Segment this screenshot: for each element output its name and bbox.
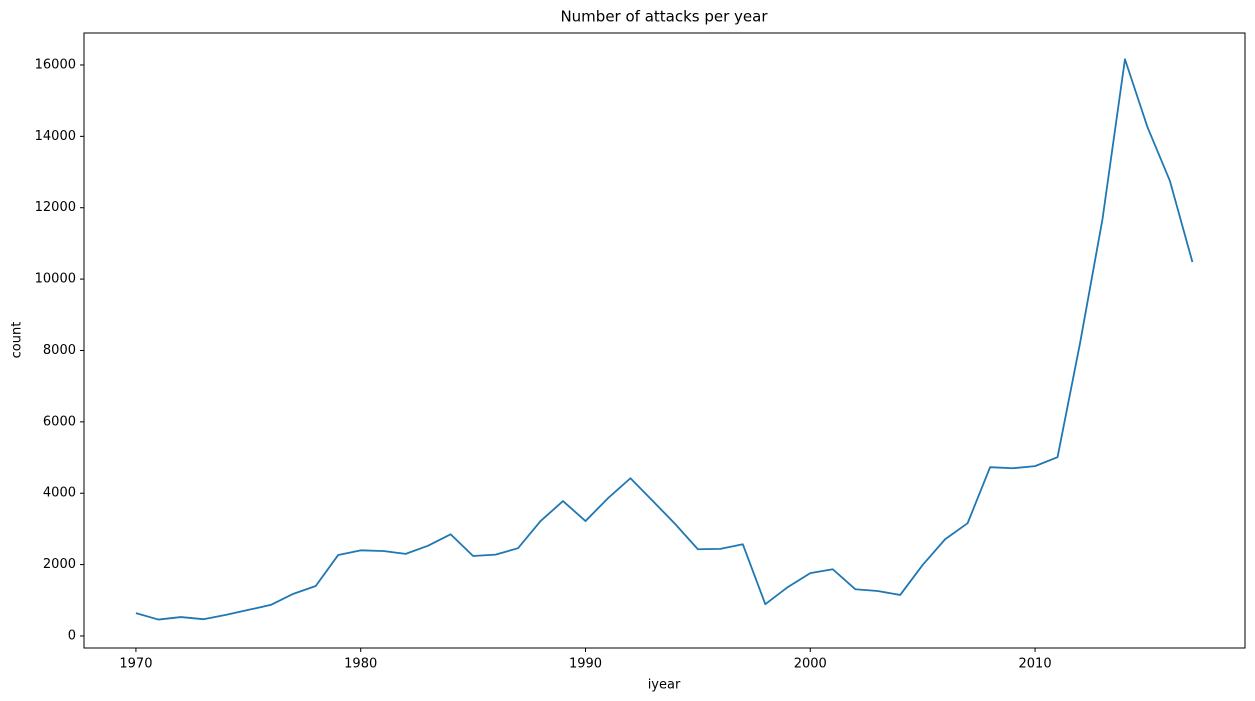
x-tick-label: 2010 [1019,657,1052,672]
data-line [135,58,1194,621]
y-tick-label: 16000 [35,57,76,72]
y-tick-label: 10000 [35,272,76,287]
y-tick-label: 8000 [43,343,76,358]
y-tick-label: 2000 [43,557,76,572]
chart-title: Number of attacks per year [560,8,768,26]
y-tick-label: 6000 [43,414,76,429]
x-axis-label: iyear [648,678,681,693]
x-tick-label: 1980 [344,657,377,672]
y-tick-label: 14000 [35,129,76,144]
y-axis-label: count [10,322,25,359]
y-tick-label: 12000 [35,200,76,215]
x-tick-label: 1990 [569,657,602,672]
x-tick-label: 2000 [794,657,827,672]
y-tick-label: 0 [68,628,76,643]
y-tick-label: 4000 [43,486,76,501]
plot-frame [83,32,1246,649]
x-tick-label: 1970 [119,657,152,672]
